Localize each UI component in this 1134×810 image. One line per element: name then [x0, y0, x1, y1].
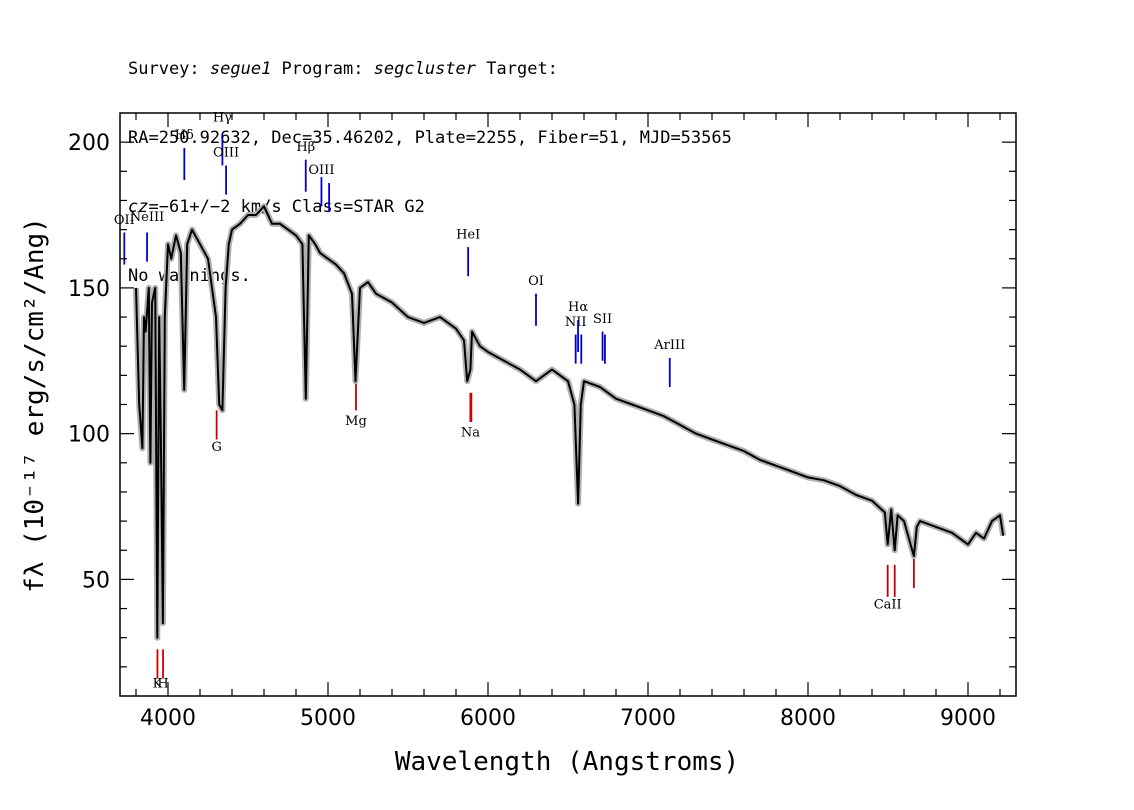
y-tick-label: 50 [82, 568, 110, 593]
emission-line-label: Hγ [213, 111, 232, 126]
emission-line-label: NeIII [130, 210, 164, 225]
emission-line-label: Hβ [296, 140, 315, 155]
spectrum-line [135, 205, 1005, 639]
cz-value: =−61+/−2 [148, 197, 231, 217]
absorption-line-label: G [211, 440, 221, 455]
y-tick-label: 100 [68, 423, 110, 448]
x-axis-title: Wavelength (Angstroms) [395, 747, 739, 777]
x-tick-label: 5000 [300, 706, 356, 731]
emission-line-label: OIII [213, 146, 239, 161]
emission-line-label: NII [565, 315, 587, 330]
emission-line-label: SII [593, 312, 612, 327]
error-band [133, 203, 1007, 641]
emission-line-label: OII [114, 213, 135, 228]
absorption-line-label: K [153, 676, 163, 691]
x-tick-label: 9000 [940, 706, 996, 731]
emission-line-label: ArIII [653, 338, 685, 353]
spectrum-header: Survey: segue1 Program: segcluster Targe… [128, 12, 732, 311]
absorption-line-label: CaII [874, 598, 902, 613]
emission-line-label: OIII [308, 163, 334, 178]
header-line-survey: Survey: segue1 Program: segcluster Targe… [128, 58, 732, 81]
target-label: Target: [476, 59, 558, 79]
absorption-line-label: Na [461, 426, 480, 441]
y-tick-label: 150 [68, 277, 110, 302]
x-tick-label: 4000 [140, 706, 196, 731]
survey-label: Survey: [128, 59, 210, 79]
header-line-coordinates: RA=250.92632, Dec=35.46202, Plate=2255, … [128, 128, 732, 148]
program-label: Program: [271, 59, 374, 79]
y-axis-title: fλ (10⁻¹⁷ erg/s/cm²/Ang) [20, 217, 50, 593]
absorption-line-label: Mg [345, 414, 367, 429]
survey-value: segue1 [209, 59, 272, 79]
emission-line-label: OI [528, 274, 544, 289]
cz-label: cz [128, 197, 149, 217]
x-tick-label: 8000 [780, 706, 836, 731]
program-value: segcluster [373, 59, 477, 79]
emission-line-label: HeI [456, 227, 480, 242]
x-tick-label: 7000 [620, 706, 676, 731]
y-tick-label: 200 [68, 131, 110, 156]
emission-line-label: Hδ [175, 128, 194, 143]
x-tick-label: 6000 [460, 706, 516, 731]
emission-line-label: Hα [568, 300, 588, 315]
axis-ticks: 4000 5000 6000 7000 8000 9000 50 100 150 200 [68, 113, 1016, 731]
absorption-line-label: H [157, 676, 168, 691]
